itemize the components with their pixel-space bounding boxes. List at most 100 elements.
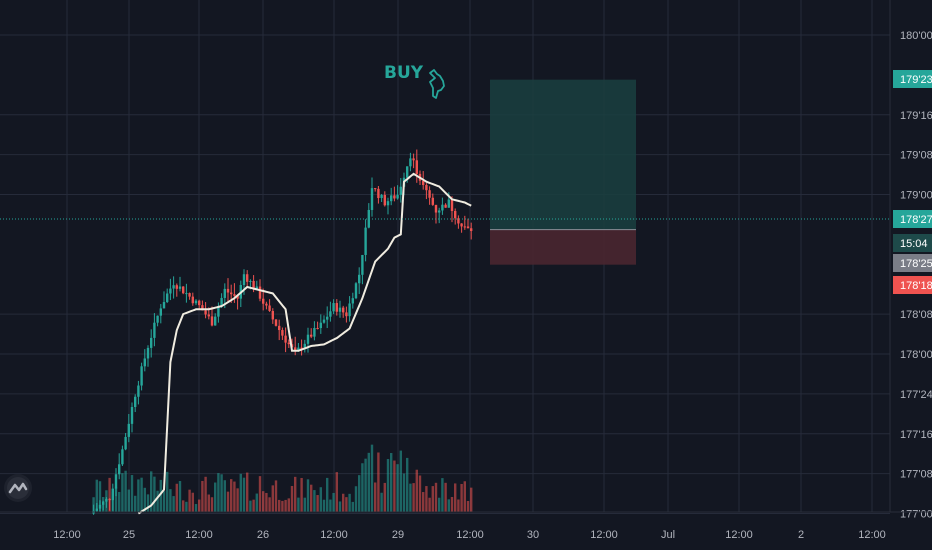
volume-bar bbox=[249, 500, 252, 512]
volume-bar bbox=[342, 493, 345, 512]
target-zone[interactable] bbox=[490, 79, 636, 230]
price-tags: 179'23 178'27 15:04 178'25 178'18 bbox=[893, 70, 932, 294]
long-position-tool[interactable] bbox=[490, 79, 636, 265]
x-tick-label: 25 bbox=[123, 529, 135, 541]
volume-bar bbox=[268, 497, 271, 512]
volume-bar bbox=[140, 477, 143, 512]
volume-bar bbox=[223, 480, 226, 512]
volume-bar bbox=[236, 488, 239, 512]
candle-body bbox=[226, 288, 230, 293]
volume-bar bbox=[358, 475, 361, 512]
volume-bar bbox=[214, 482, 217, 512]
volume-bar bbox=[239, 473, 242, 512]
volume-bar bbox=[457, 499, 460, 512]
volume-bar bbox=[303, 497, 306, 512]
volume-bar bbox=[169, 489, 172, 512]
candle-body bbox=[130, 407, 134, 424]
candle-body bbox=[380, 194, 383, 199]
x-tick-label: 12:00 bbox=[185, 529, 213, 541]
candle-body bbox=[278, 325, 281, 331]
candle-body bbox=[431, 197, 434, 205]
candle-body bbox=[146, 347, 150, 359]
volume-bar bbox=[281, 500, 284, 512]
volume-bar bbox=[338, 501, 342, 512]
volume-bar bbox=[313, 490, 316, 512]
volume-bar bbox=[351, 501, 354, 512]
candle-body bbox=[447, 199, 450, 208]
volume-bar bbox=[348, 493, 351, 512]
candle-body bbox=[444, 204, 447, 208]
candle-body bbox=[204, 310, 207, 315]
volume-bar bbox=[450, 496, 454, 512]
candle-body bbox=[255, 286, 258, 289]
volume-bar bbox=[438, 497, 441, 512]
candle-body bbox=[326, 316, 329, 320]
volume-bar bbox=[198, 499, 201, 512]
y-tick-label: 177'16 bbox=[900, 429, 932, 441]
volume-bar bbox=[118, 491, 121, 512]
y-tick-label: 177'08 bbox=[900, 469, 932, 481]
candle-body bbox=[300, 347, 303, 349]
x-tick-label: 29 bbox=[392, 529, 404, 541]
volume-bar bbox=[374, 482, 377, 512]
candle-body bbox=[111, 488, 114, 501]
stop-zone[interactable] bbox=[490, 229, 636, 265]
candle-body bbox=[297, 347, 300, 351]
candle-body bbox=[185, 293, 188, 295]
x-tick-label: 2 bbox=[798, 529, 804, 541]
candle-body bbox=[367, 209, 370, 228]
volume-bar bbox=[262, 491, 265, 512]
volume-bar bbox=[380, 492, 383, 512]
candle-body bbox=[425, 185, 428, 191]
candle-body bbox=[207, 314, 210, 317]
volume-bar bbox=[470, 487, 473, 512]
volume-bar bbox=[185, 501, 188, 512]
volume-bar bbox=[124, 470, 127, 512]
candle-body bbox=[284, 335, 287, 343]
volume-bar bbox=[146, 494, 150, 512]
volume-bar bbox=[316, 495, 319, 512]
volume-bar bbox=[207, 494, 210, 512]
volume-bar bbox=[406, 457, 409, 512]
candle-body bbox=[466, 226, 470, 229]
volume-bar bbox=[409, 483, 412, 512]
last-price-tag-bg bbox=[893, 210, 932, 228]
candle-body bbox=[233, 294, 236, 296]
candle-body bbox=[351, 298, 354, 304]
candle-body bbox=[121, 449, 124, 465]
candle-body bbox=[166, 293, 169, 303]
candle-body bbox=[310, 334, 313, 337]
candle-body bbox=[252, 280, 255, 289]
volume-bar bbox=[335, 472, 338, 512]
volume-bar bbox=[402, 473, 406, 512]
candle-body bbox=[118, 464, 121, 475]
candle-body bbox=[383, 194, 386, 206]
volume-bar bbox=[441, 478, 444, 512]
time-axis[interactable]: 12:00 25 12:00 26 12:00 29 12:00 30 12:00 Jul 12:0… bbox=[0, 511, 932, 541]
candle-body bbox=[463, 226, 466, 228]
tradingview-logo-icon[interactable] bbox=[4, 474, 32, 502]
volume-bar bbox=[367, 452, 370, 512]
candle-body bbox=[140, 366, 143, 386]
volume-bar bbox=[422, 492, 425, 512]
volume-bar bbox=[383, 482, 386, 512]
volume-bar bbox=[226, 491, 230, 512]
volume-bar bbox=[434, 482, 438, 512]
candle-body bbox=[428, 190, 431, 198]
buy-annotation[interactable]: BUY bbox=[384, 63, 445, 99]
volume-bar bbox=[390, 453, 393, 512]
x-tick-label: 12:00 bbox=[320, 529, 348, 541]
y-tick-label: 178'08 bbox=[900, 309, 932, 321]
volume-bar bbox=[201, 480, 204, 512]
candle-body bbox=[182, 286, 185, 294]
candle-body bbox=[348, 303, 351, 317]
candle-body bbox=[434, 204, 438, 213]
volume-bar bbox=[428, 497, 431, 512]
y-tick-label: 179'08 bbox=[900, 150, 932, 162]
volume-bar bbox=[354, 486, 358, 512]
candle-body bbox=[386, 201, 390, 206]
volume-bar bbox=[297, 497, 300, 512]
candle-body bbox=[342, 307, 345, 313]
